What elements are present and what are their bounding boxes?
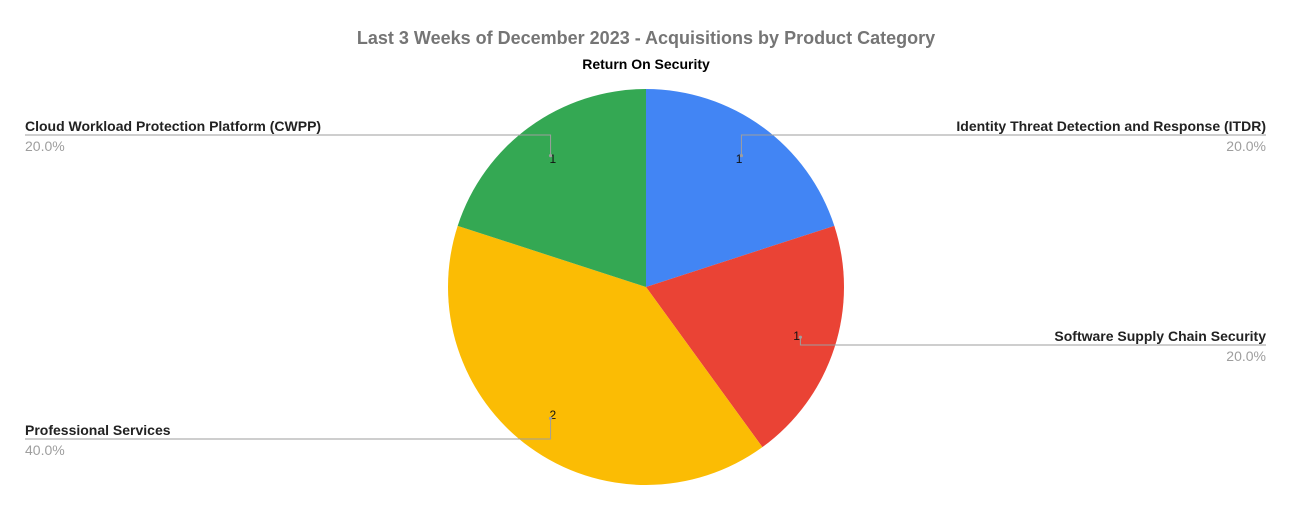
slice-percent-label: 20.0% (1226, 138, 1266, 154)
slice-percent-label: 40.0% (25, 442, 65, 458)
callout-line (740, 134, 1266, 156)
callout-anchor-dot (548, 154, 553, 158)
pie-slice (447, 225, 763, 486)
pie-slice (646, 225, 844, 448)
callout-anchor-dot (798, 335, 803, 339)
callout-anchor-dot (739, 154, 744, 158)
callout-line (799, 337, 1266, 346)
slice-value-labels: 1 1 2 1 (550, 152, 801, 422)
chart-subtitle: Return On Security (582, 56, 710, 72)
pie-slice (457, 89, 646, 287)
slice-value-label: 1 (793, 329, 800, 343)
slice-value-label: 2 (550, 408, 557, 422)
slice-percent-label: 20.0% (1226, 348, 1266, 364)
callout-line (25, 134, 552, 156)
slice-category-label: Identity Threat Detection and Response (… (956, 118, 1266, 134)
callout-line (25, 418, 552, 440)
slice-category-label: Professional Services (25, 422, 171, 438)
callout-anchor-dot (548, 416, 553, 420)
slice-value-label: 1 (736, 152, 743, 166)
chart-title: Last 3 Weeks of December 2023 - Acquisit… (357, 28, 935, 48)
pie-slice (646, 89, 835, 287)
slice-value-label: 1 (550, 152, 557, 166)
slice-category-label: Cloud Workload Protection Platform (CWPP… (25, 118, 321, 134)
slice-callouts: Identity Threat Detection and Response (… (25, 118, 1266, 458)
pie-slices (447, 89, 844, 486)
slice-category-label: Software Supply Chain Security (1054, 328, 1266, 344)
slice-percent-label: 20.0% (25, 138, 65, 154)
